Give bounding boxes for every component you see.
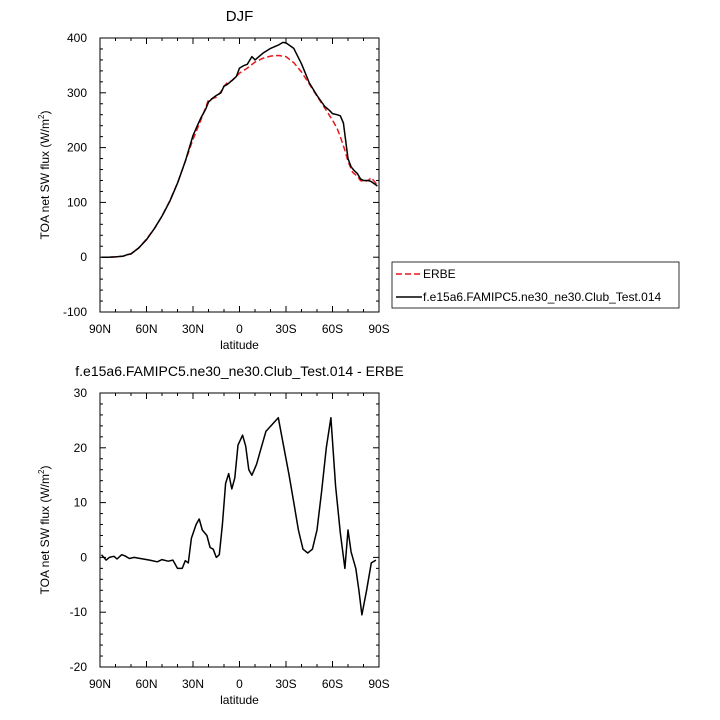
series-line-difference [100,416,377,616]
y-tick-label: 200 [67,141,87,155]
y-tick-label: 30 [74,386,88,400]
legend-box [391,261,680,309]
legend-label: ERBE [423,267,456,281]
legend-label: f.e15a6.FAMIPC5.ne30_ne30.Club_Test.014 [423,290,661,304]
chart-title: DJF [226,8,254,25]
x-tick-label: 90S [368,677,389,691]
y-tick-label: 10 [74,496,88,510]
plot-frame [99,392,380,668]
y-axis-title-close: ) [38,111,52,115]
x-tick-label: 30N [182,322,204,336]
legend: ERBE f.e15a6.FAMIPC5.ne30_ne30.Club_Test.… [391,261,680,309]
y-tick-label: -100 [63,305,87,319]
x-tick-label: 0 [236,677,243,691]
plot-frame [99,37,380,313]
y-tick-label: 0 [80,550,87,564]
x-axis-title: latitude [220,338,259,352]
y-tick-label: 20 [74,441,88,455]
chart-title: f.e15a6.FAMIPC5.ne30_ne30.Club_Test.014 … [75,363,403,379]
x-tick-label: 30S [275,322,296,336]
x-tick-label: 60S [322,677,343,691]
y-axis-title-exponent: 2 [37,469,46,474]
y-axis-title: TOA net SW flux (W/m2) [37,466,52,595]
y-axis-title-exponent: 2 [37,114,46,119]
y-axis-title-main: TOA net SW flux (W/m [38,474,52,594]
y-tick-label: -10 [70,605,88,619]
y-tick-label: 100 [67,195,87,209]
chart-1: DJF 90N 60N 30N 0 30S 60S 90S -100 0 100 200 300 400 l… [37,8,680,352]
y-tick-label: 400 [67,31,87,45]
series-line-erbe [101,54,379,258]
x-tick-label: 90S [368,322,389,336]
y-axis-title-main: TOA net SW flux (W/m [38,119,52,239]
y-tick-label: 0 [80,250,87,264]
x-tick-label: 30N [182,677,204,691]
x-tick-label: 60N [135,677,157,691]
series-line-model [101,41,378,258]
y-axis-title-close: ) [38,466,52,470]
y-tick-label: -20 [70,660,88,674]
x-tick-label: 90N [89,322,111,336]
x-tick-label: 90N [89,677,111,691]
x-tick-label: 0 [236,322,243,336]
chart-2: f.e15a6.FAMIPC5.ne30_ne30.Club_Test.014 … [37,363,404,707]
y-axis-title: TOA net SW flux (W/m2) [37,111,52,240]
x-tick-label: 30S [275,677,296,691]
x-axis-title: latitude [220,693,259,707]
x-tick-label: 60S [322,322,343,336]
y-tick-label: 300 [67,86,87,100]
x-tick-label: 60N [135,322,157,336]
